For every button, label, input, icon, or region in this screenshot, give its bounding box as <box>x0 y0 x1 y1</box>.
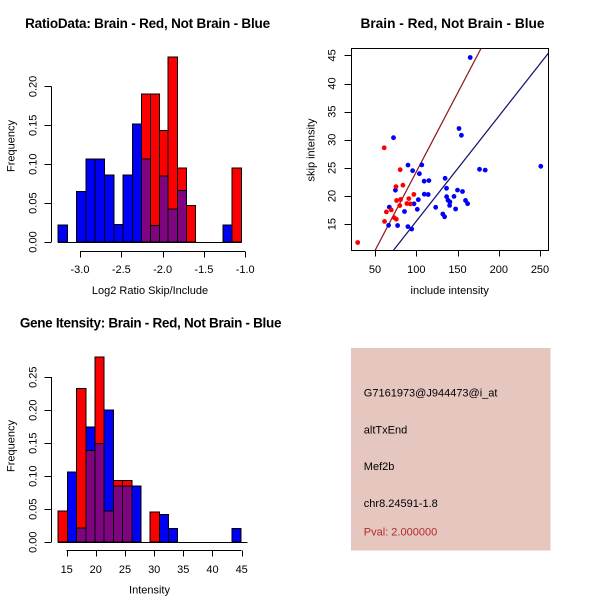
svg-text:45: 45 <box>236 564 248 576</box>
svg-text:20: 20 <box>327 190 339 202</box>
svg-text:0.10: 0.10 <box>28 153 40 174</box>
svg-text:30: 30 <box>148 564 160 576</box>
svg-text:35: 35 <box>327 105 339 117</box>
svg-text:Gene Itensity: Brain - Red, No: Gene Itensity: Brain - Red, Not Brain - … <box>20 316 282 331</box>
svg-text:30: 30 <box>327 134 339 146</box>
svg-text:Frequency: Frequency <box>6 120 18 172</box>
svg-text:0.05: 0.05 <box>28 192 40 213</box>
svg-text:25: 25 <box>119 564 131 576</box>
svg-text:Frequency: Frequency <box>6 420 18 472</box>
svg-text:-2.5: -2.5 <box>112 264 131 276</box>
svg-text:0.10: 0.10 <box>28 465 40 486</box>
svg-text:0.05: 0.05 <box>28 498 40 519</box>
svg-text:40: 40 <box>206 564 218 576</box>
svg-text:50: 50 <box>369 264 381 276</box>
svg-text:-3.0: -3.0 <box>71 264 90 276</box>
svg-text:250: 250 <box>531 264 549 276</box>
svg-text:include intensity: include intensity <box>411 285 490 297</box>
svg-text:0.15: 0.15 <box>28 432 40 453</box>
svg-text:0.20: 0.20 <box>28 76 40 97</box>
svg-text:0.00: 0.00 <box>28 231 40 252</box>
svg-text:-1.0: -1.0 <box>236 264 255 276</box>
svg-text:Mef2b: Mef2b <box>364 461 395 473</box>
svg-text:-2.0: -2.0 <box>153 264 172 276</box>
svg-text:altTxEnd: altTxEnd <box>364 424 407 436</box>
svg-text:200: 200 <box>490 264 508 276</box>
svg-text:chr8.24591-1.8: chr8.24591-1.8 <box>364 498 438 510</box>
svg-text:35: 35 <box>177 564 189 576</box>
svg-text:15: 15 <box>327 218 339 230</box>
svg-text:Brain - Red, Not Brain - Blue: Brain - Red, Not Brain - Blue <box>360 16 544 31</box>
svg-text:40: 40 <box>327 77 339 89</box>
svg-text:Pval: 2.000000: Pval: 2.000000 <box>364 527 437 539</box>
svg-text:25: 25 <box>327 162 339 174</box>
svg-text:skip intensity: skip intensity <box>306 118 318 181</box>
svg-text:20: 20 <box>90 564 102 576</box>
svg-text:150: 150 <box>448 264 466 276</box>
svg-text:0.25: 0.25 <box>28 366 40 387</box>
svg-text:15: 15 <box>61 564 73 576</box>
svg-text:0.00: 0.00 <box>28 531 40 552</box>
svg-text:45: 45 <box>327 49 339 61</box>
svg-text:Intensity: Intensity <box>129 585 170 597</box>
svg-text:0.15: 0.15 <box>28 115 40 136</box>
svg-text:0.20: 0.20 <box>28 399 40 420</box>
svg-text:G7161973@J944473@i_at: G7161973@J944473@i_at <box>364 388 498 400</box>
svg-text:-1.5: -1.5 <box>194 264 213 276</box>
svg-text:RatioData: Brain - Red, Not Br: RatioData: Brain - Red, Not Brain - Blue <box>25 16 270 31</box>
svg-text:100: 100 <box>407 264 425 276</box>
svg-text:Log2 Ratio Skip/Include: Log2 Ratio Skip/Include <box>92 285 208 297</box>
